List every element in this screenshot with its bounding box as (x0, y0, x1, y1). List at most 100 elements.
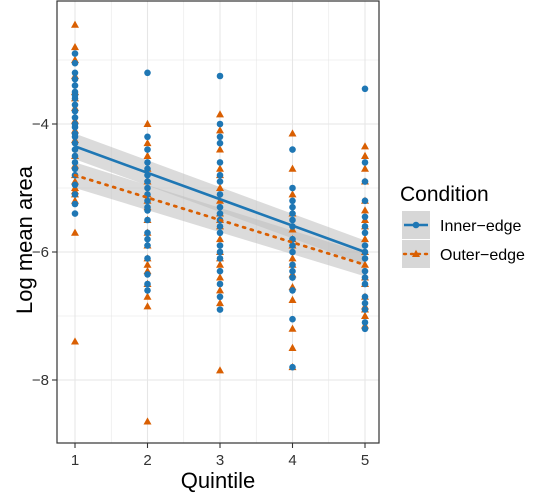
circle-point (71, 165, 79, 173)
circle-point (361, 229, 369, 237)
triangle-point (361, 260, 369, 268)
triangle-point (412, 249, 420, 257)
circle-point (289, 242, 296, 249)
triangle-point (216, 126, 224, 134)
triangle-point (216, 164, 224, 172)
circle-point (144, 216, 151, 224)
circle-point (289, 197, 296, 205)
circle-point (361, 178, 369, 185)
circle-point (361, 197, 369, 205)
circle-point (289, 315, 296, 323)
triangle-point (361, 142, 369, 150)
outer-edge-fit-line (73, 173, 367, 267)
triangle-point (143, 417, 152, 425)
x-tick-label: 3 (216, 452, 224, 469)
circle-point (361, 306, 369, 313)
circle-point (71, 114, 79, 121)
triangle-point (143, 119, 152, 127)
triangle-point (143, 302, 152, 310)
circle-point (144, 287, 151, 294)
x-tick-label: 1 (71, 452, 79, 469)
circle-point (216, 159, 224, 166)
circle-point (289, 216, 296, 224)
x-axis-title: Quintile (181, 468, 256, 493)
circle-point (71, 133, 79, 141)
circle-point (144, 178, 151, 185)
circle-point (216, 72, 224, 80)
axis-ticks: 1 2 3 4 5 −8 −6 −4 (32, 116, 369, 469)
circle-point (216, 210, 224, 217)
triangle-point (288, 164, 297, 172)
circle-point (216, 178, 224, 185)
triangle-point (216, 183, 224, 191)
circle-point (289, 363, 296, 371)
circle-point (71, 123, 79, 131)
legend-item: Outer−edge (402, 240, 525, 268)
legend-label: Outer−edge (440, 247, 525, 264)
circle-point (216, 223, 224, 230)
x-tick-label: 5 (361, 452, 369, 469)
triangle-point (216, 299, 224, 307)
circle-point (361, 85, 369, 93)
circle-point (289, 261, 296, 269)
y-tick-label: −6 (32, 244, 49, 261)
circle-point (71, 191, 79, 198)
circle-point (361, 159, 369, 166)
circle-point (144, 242, 151, 249)
circle-point (361, 280, 369, 288)
fit-lines (73, 145, 367, 267)
circle-point (71, 82, 79, 89)
circle-point (144, 197, 151, 205)
inner-edge-fit-line (74, 145, 366, 254)
circle-point (361, 293, 369, 301)
circle-point (361, 242, 369, 249)
circle-point (144, 255, 151, 262)
circle-point (361, 319, 369, 326)
circle-point (144, 203, 151, 211)
circle-point (144, 184, 151, 192)
circle-point (71, 75, 79, 83)
circle-point (289, 267, 296, 275)
legend-label: Inner−edge (440, 218, 522, 235)
circle-point (361, 325, 369, 333)
circle-point (289, 203, 296, 211)
triangle-point (216, 145, 224, 153)
triangle-point (288, 190, 297, 198)
circle-point (289, 146, 296, 153)
triangle-point (361, 151, 369, 159)
circle-point (216, 280, 224, 288)
circle-point (216, 139, 224, 147)
circle-point (216, 267, 224, 275)
triangle-point (216, 260, 224, 268)
circle-point (216, 242, 224, 249)
circle-point (144, 146, 151, 153)
triangle-point (143, 139, 152, 147)
triangle-point (71, 43, 79, 51)
circle-point (216, 229, 224, 237)
circle-point (144, 271, 151, 278)
circle-point (361, 223, 369, 230)
circle-point (216, 255, 224, 262)
circle-point (361, 299, 369, 307)
circle-point (144, 165, 151, 173)
circle-point (71, 139, 79, 147)
triangle-point (143, 260, 152, 268)
circle-point (71, 210, 79, 217)
circle-point (216, 191, 224, 198)
triangle-point (361, 235, 369, 243)
circle-point (71, 181, 79, 189)
circle-point (144, 133, 151, 141)
circle-point (216, 203, 224, 211)
circle-point (361, 267, 369, 275)
triangle-point (71, 20, 79, 28)
circle-point (71, 59, 79, 67)
triangle-point (216, 110, 224, 118)
legend-key-circle (412, 221, 420, 229)
circle-point (71, 91, 79, 99)
circle-point (144, 159, 151, 166)
triangle-point (71, 228, 79, 236)
triangle-point (143, 151, 152, 159)
triangle-point (143, 292, 152, 300)
x-tick-label: 4 (288, 452, 296, 469)
